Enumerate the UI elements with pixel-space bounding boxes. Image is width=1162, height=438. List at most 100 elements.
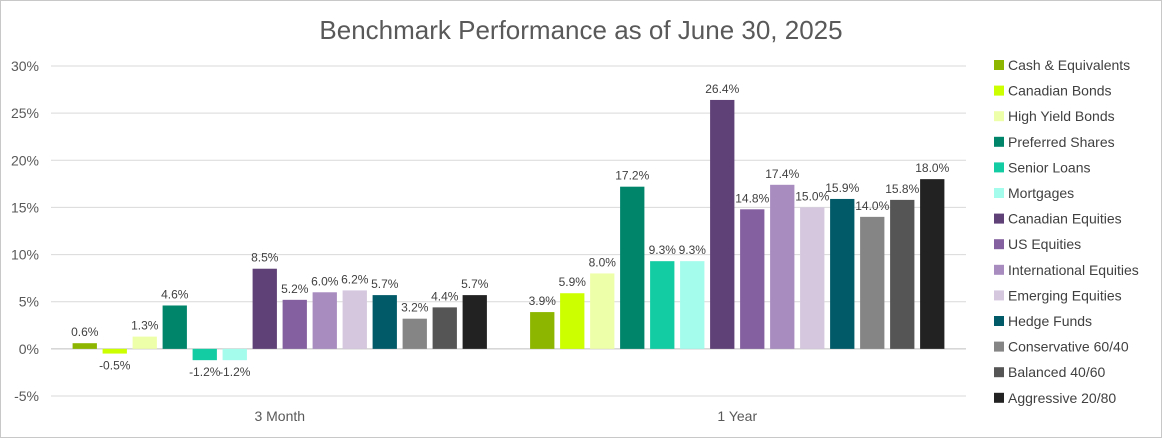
bar (890, 199, 915, 349)
y-tick-label: 30% (11, 58, 39, 74)
y-tick-label: 25% (11, 105, 39, 121)
legend-label: Emerging Equities (1008, 287, 1122, 303)
legend-item: Preferred Shares (994, 134, 1115, 150)
bar (590, 273, 615, 349)
legend-label: Hedge Funds (1008, 313, 1092, 329)
bar (162, 305, 187, 349)
legend-swatch (994, 136, 1004, 147)
data-label: 9.3% (679, 243, 707, 257)
bar (740, 209, 765, 349)
legend-item: Emerging Equities (994, 287, 1122, 303)
legend-label: International Equities (1008, 262, 1139, 278)
data-label: 6.2% (341, 272, 369, 286)
chart-title: Benchmark Performance as of June 30, 202… (319, 15, 843, 45)
legend-swatch (994, 367, 1004, 378)
bar (72, 343, 97, 349)
legend-label: Mortgages (1008, 185, 1074, 201)
bar (282, 299, 307, 349)
legend-swatch (994, 392, 1004, 403)
data-label: 5.2% (281, 282, 309, 296)
bar (252, 268, 277, 349)
legend-swatch (994, 341, 1004, 352)
legend-label: Cash & Equivalents (1008, 57, 1130, 73)
legend-swatch (994, 316, 1004, 326)
legend-swatch (994, 213, 1004, 224)
bar (710, 99, 735, 349)
category-label: 3 Month (254, 408, 305, 424)
bar (680, 261, 705, 349)
data-label: 8.5% (251, 251, 279, 265)
data-label: 9.3% (649, 243, 677, 257)
data-label: 3.2% (401, 301, 429, 315)
data-label: 5.7% (461, 277, 489, 291)
data-label: 5.9% (559, 275, 587, 289)
legend-swatch (994, 60, 1004, 70)
data-label: 15.0% (795, 189, 829, 203)
legend-item: Balanced 40/60 (994, 364, 1106, 380)
data-label: 4.6% (161, 287, 189, 301)
x-axis: 3 Month 1 Year (254, 408, 757, 424)
legend-swatch (994, 264, 1004, 275)
data-labels: 0.6% -0.5% 1.3% 4.6% -1.2%-1.2% 8.5% 5.2%6.0% 6… (71, 82, 950, 379)
bar (192, 348, 217, 361)
legend-item: International Equities (994, 262, 1139, 278)
legend-item: US Equities (994, 236, 1081, 252)
bar (650, 261, 675, 349)
bar (222, 348, 247, 361)
bar (860, 216, 885, 349)
legend-item: Canadian Equities (994, 211, 1122, 227)
y-tick-label: 20% (11, 152, 39, 168)
legend-label: US Equities (1008, 236, 1081, 252)
gridlines (51, 65, 966, 397)
data-label: 15.8% (885, 182, 919, 196)
legend-item: Mortgages (994, 185, 1074, 201)
legend-swatch (994, 239, 1004, 250)
legend-label: Senior Loans (1008, 159, 1091, 175)
legend-item: Senior Loans (994, 159, 1091, 175)
legend-label: Canadian Equities (1008, 211, 1122, 227)
data-label: -0.5% (99, 359, 131, 373)
bar (920, 179, 945, 349)
bar (770, 184, 795, 349)
category-label: 1 Year (717, 408, 757, 424)
legend: Cash & Equivalents Canadian Bonds High Yie… (994, 57, 1139, 406)
data-label: 15.9% (825, 181, 859, 195)
legend-label: Balanced 40/60 (1008, 364, 1106, 380)
y-tick-label: 10% (11, 247, 39, 263)
legend-label: Preferred Shares (1008, 134, 1115, 150)
data-label: 4.4% (431, 289, 459, 303)
y-axis: -5% 0% 5% 10% 15% 20% 25% 30% (11, 58, 39, 404)
bar (462, 295, 487, 349)
legend-item: Canadian Bonds (994, 83, 1112, 99)
legend-item: Cash & Equivalents (994, 57, 1130, 73)
legend-label: Canadian Bonds (1008, 83, 1112, 99)
data-label: 26.4% (705, 82, 739, 96)
bar (402, 318, 427, 349)
data-label: 5.7% (371, 277, 399, 291)
bar (800, 207, 825, 349)
bar (372, 295, 397, 349)
legend-swatch (994, 290, 1004, 301)
legend-swatch (994, 111, 1004, 122)
bar (530, 312, 555, 349)
legend-swatch (994, 162, 1004, 173)
legend-swatch (994, 85, 1004, 96)
y-tick-label: 0% (19, 341, 39, 357)
legend-label: Conservative 60/40 (1008, 339, 1129, 355)
y-tick-label: 15% (11, 199, 39, 215)
bar (342, 290, 367, 349)
bar (312, 292, 337, 349)
legend-label: Aggressive 20/80 (1008, 390, 1116, 406)
data-label: 6.0% (311, 274, 339, 288)
data-label: 17.4% (765, 167, 799, 181)
bar (620, 186, 645, 349)
bar (830, 198, 855, 349)
data-label: 18.0% (915, 161, 949, 175)
data-label: 14.0% (855, 199, 889, 213)
bar (432, 307, 457, 349)
data-label: 14.8% (735, 191, 769, 205)
data-label: 0.6% (71, 325, 99, 339)
data-label: 8.0% (589, 255, 617, 269)
